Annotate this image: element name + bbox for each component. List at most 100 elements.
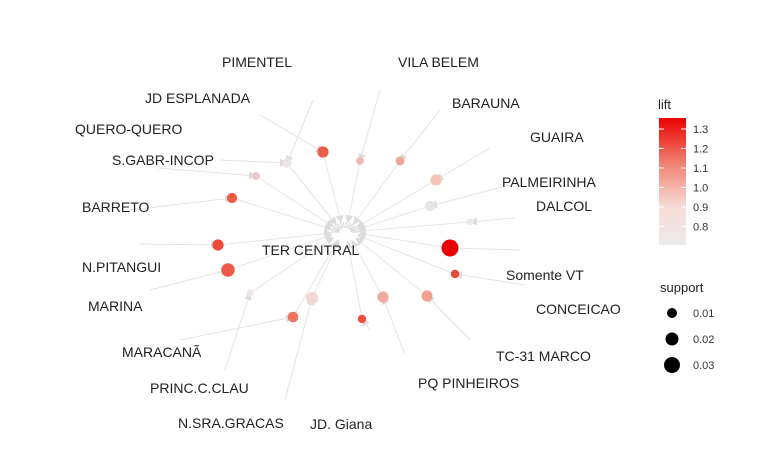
edge-item-to-rule <box>129 194 233 211</box>
center-spoke <box>349 224 356 230</box>
edge-rule-to-center <box>227 233 333 271</box>
edge-rule-to-center <box>231 197 333 231</box>
item-label: GUAIRA <box>530 129 584 145</box>
center-spoke <box>350 229 359 232</box>
center-spoke <box>332 226 340 231</box>
rule-node <box>212 239 224 251</box>
edge-item-to-rule <box>285 99 314 164</box>
rule-nodes-layer <box>212 146 474 324</box>
rule-node <box>441 239 459 257</box>
support-legend-title: support <box>660 280 704 295</box>
center-spoke <box>339 222 344 229</box>
item-label: Somente VT <box>506 267 584 283</box>
center-spoke <box>350 226 358 231</box>
item-label: S.GABR-INCOP <box>112 152 214 168</box>
rule-node <box>305 291 319 305</box>
rule-node <box>430 174 442 186</box>
center-item-label: TER CENTRAL <box>262 242 359 258</box>
lift-tick-label: 0.8 <box>693 222 708 234</box>
edge-rule-to-center <box>352 160 401 225</box>
lift-legend-title: lift <box>658 97 671 112</box>
rule-node <box>450 269 460 279</box>
item-label: PRINC.C.CLAU <box>150 380 249 396</box>
edge-rule-to-center <box>345 240 363 320</box>
center-spoke <box>345 221 348 229</box>
item-label: TC-31 MARCO <box>496 348 591 364</box>
edge-rule-to-center <box>217 229 333 246</box>
edge-item-to-rule <box>149 267 229 291</box>
edge-item-to-rule <box>139 240 219 249</box>
rule-node <box>287 311 299 323</box>
edge-item-to-rule <box>381 296 406 356</box>
edge-rule-to-center <box>255 175 334 228</box>
edge-item-to-rule <box>429 184 511 209</box>
support-key-dot <box>664 357 680 373</box>
lift-tick-label: 0.9 <box>693 202 708 214</box>
item-label: CONCEICAO <box>536 301 621 317</box>
support-key-dot <box>667 308 677 318</box>
edge-item-to-rule <box>219 158 288 167</box>
support-key-label: 0.02 <box>693 334 714 346</box>
rule-node <box>356 157 364 165</box>
edge-rule-to-center <box>322 151 344 224</box>
edge-item-to-rule <box>454 271 526 286</box>
center-spoke <box>334 224 341 230</box>
edge-item-to-rule <box>358 89 381 162</box>
edge-rule-to-center <box>345 160 361 224</box>
item-label: N.SRA.GRACAS <box>178 415 284 431</box>
item-label: DALCOL <box>536 198 592 214</box>
rule-node <box>395 156 405 166</box>
lift-legend-ticks: 1.3 1.2 1.1 1.0 0.9 0.8 <box>659 124 708 234</box>
edge-rule-to-center <box>356 179 437 228</box>
edge-rule-to-center <box>355 237 428 297</box>
edge-rule-to-center <box>357 234 456 275</box>
rule-node <box>226 192 238 204</box>
edge-rule-to-center <box>351 239 384 298</box>
rule-node <box>252 172 260 180</box>
center-spoke <box>336 223 342 230</box>
item-label: PALMEIRINHA <box>502 174 597 190</box>
edge-item-to-rule <box>399 109 441 162</box>
rule-node <box>421 290 433 302</box>
edge-item-to-rule <box>435 147 491 181</box>
center-spoke <box>331 229 340 232</box>
edge-rule-to-center <box>311 240 340 299</box>
lift-tick-label: 1.0 <box>693 183 708 195</box>
lift-legend: lift 1.3 1.2 1.1 1.0 0.9 0.8 <box>658 97 708 245</box>
edge-item-to-rule <box>224 292 252 371</box>
center-spoke <box>348 223 354 230</box>
edge-rule-to-center <box>357 221 471 235</box>
edge-item-to-rule <box>157 167 257 180</box>
item-label: BARAUNA <box>452 95 520 111</box>
center-spoke <box>346 222 351 229</box>
center-spokes <box>331 221 359 233</box>
support-legend: support 0.01 0.02 0.03 <box>660 280 714 373</box>
edge-item-to-rule <box>469 217 516 226</box>
item-labels-layer: PIMENTEL VILA BELEM JD ESPLANADA BARAUNA QUE… <box>75 54 621 432</box>
rule-node <box>246 289 254 297</box>
edge-rule-to-center <box>357 205 431 231</box>
item-label: QUERO-QUERO <box>75 121 182 137</box>
edge-item-to-rule <box>449 244 521 253</box>
rule-node <box>424 200 436 212</box>
rule-node <box>357 314 367 324</box>
edge-item-to-rule <box>179 314 294 341</box>
lift-tick-label: 1.2 <box>693 144 708 156</box>
edge-rule-to-center <box>292 239 339 318</box>
item-label: N.PITANGUI <box>82 259 161 275</box>
rule-node <box>221 263 235 277</box>
center-spoke <box>342 221 345 229</box>
rule-node <box>377 291 389 303</box>
item-label: MARINA <box>88 298 143 314</box>
edge-item-to-rule <box>259 114 324 153</box>
edge-rule-to-center <box>286 162 337 226</box>
item-label: PIMENTEL <box>222 54 292 70</box>
item-label: PQ PINHEIROS <box>418 375 519 391</box>
item-label: VILA BELEM <box>398 54 479 70</box>
rule-node <box>282 158 292 168</box>
edge-rule-to-center <box>357 230 451 249</box>
support-key-label: 0.03 <box>693 360 714 372</box>
edge-item-to-rule <box>426 295 471 341</box>
support-legend-keys: 0.01 0.02 0.03 <box>664 308 714 373</box>
item-label: JD ESPLANADA <box>145 90 251 106</box>
